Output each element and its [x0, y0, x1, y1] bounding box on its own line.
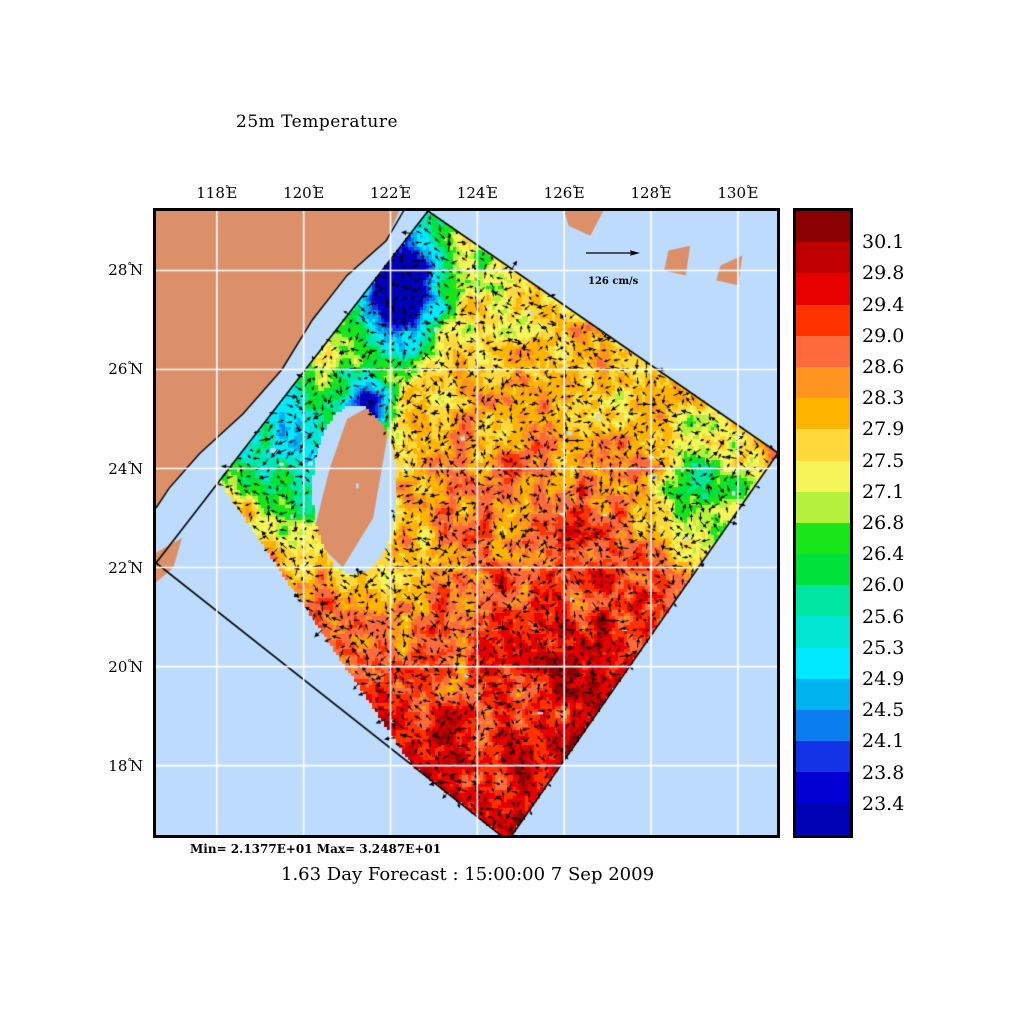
- colorbar-swatch: [796, 741, 850, 773]
- map-plot-area[interactable]: [153, 208, 780, 838]
- lon-tick-label: 120°E: [283, 184, 325, 202]
- lat-tick-label: 22°N: [108, 558, 143, 577]
- colorbar-tick-label: 29.4: [862, 293, 905, 316]
- colorbar-swatch: [796, 273, 850, 305]
- lon-tick-label: 126°E: [543, 184, 585, 202]
- colorbar-swatch: [796, 429, 850, 461]
- colorbar-tick-label: 23.8: [862, 761, 905, 784]
- velocity-scale-arrow: [586, 250, 640, 256]
- forecast-caption: 1.63 Day Forecast : 15:00:00 7 Sep 2009: [281, 864, 655, 885]
- colorbar-swatch: [796, 366, 850, 399]
- colorbar-swatch: [796, 554, 850, 586]
- lat-tick-label: 26°N: [108, 360, 143, 379]
- colorbar-swatch: [796, 647, 850, 679]
- colorbar-swatch: [796, 460, 850, 492]
- page-title: 25m Temperature: [236, 112, 399, 132]
- colorbar-tick-label: 28.3: [862, 387, 905, 410]
- colorbar-swatch: [796, 616, 850, 648]
- colorbar-swatch: [796, 335, 850, 367]
- vector-scale-label: 126 cm/s: [588, 276, 639, 287]
- colorbar-tick-label: 27.9: [862, 418, 905, 441]
- colorbar-tick-label: 29.0: [862, 324, 905, 347]
- lat-tick-label: 18°N: [108, 756, 143, 775]
- colorbar-swatch: [796, 772, 850, 804]
- colorbar-tick-label: 27.1: [862, 480, 905, 503]
- colorbar-swatch: [796, 522, 850, 555]
- colorbar-swatch: [796, 211, 850, 243]
- colorbar-swatch: [796, 678, 850, 710]
- lat-tick-label: 28°N: [108, 261, 143, 280]
- lon-tick-label: 128°E: [630, 184, 672, 202]
- colorbar-swatch: [796, 304, 850, 336]
- lon-tick-label: 124°E: [456, 184, 498, 202]
- colorbar-swatch: [796, 585, 850, 617]
- lon-tick-label: 118°E: [196, 184, 238, 202]
- colorbar-swatch: [796, 710, 850, 742]
- colorbar-tick-label: 25.3: [862, 636, 905, 659]
- min-max-annotation: Min= 2.1377E+01 Max= 3.2487E+01: [190, 842, 442, 856]
- colorbar[interactable]: [793, 208, 853, 838]
- colorbar-tick-label: 26.8: [862, 512, 905, 534]
- colorbar-tick-label: 30.1: [862, 231, 905, 254]
- colorbar-tick-label: 29.8: [862, 262, 905, 285]
- colorbar-tick-label: 28.6: [862, 356, 905, 378]
- colorbar-tick-label: 26.0: [862, 574, 905, 597]
- colorbar-tick-label: 24.9: [862, 668, 905, 690]
- colorbar-tick-label: 24.5: [862, 699, 905, 722]
- temperature-field-canvas: [156, 211, 777, 835]
- colorbar-tick-label: 26.4: [862, 543, 905, 566]
- lon-tick-label: 122°E: [369, 184, 412, 202]
- colorbar-swatch: [796, 491, 850, 523]
- lon-tick-label: 130°E: [717, 184, 759, 202]
- lat-tick-label: 24°N: [108, 459, 143, 478]
- colorbar-tick-label: 24.1: [862, 730, 905, 753]
- colorbar-swatch: [796, 803, 850, 835]
- colorbar-tick-label: 25.6: [862, 605, 905, 628]
- colorbar-tick-label: 23.4: [862, 792, 905, 815]
- colorbar-swatch: [796, 242, 850, 274]
- colorbar-tick-label: 27.5: [862, 449, 905, 472]
- colorbar-swatch: [796, 398, 850, 430]
- lat-tick-label: 20°N: [108, 657, 143, 676]
